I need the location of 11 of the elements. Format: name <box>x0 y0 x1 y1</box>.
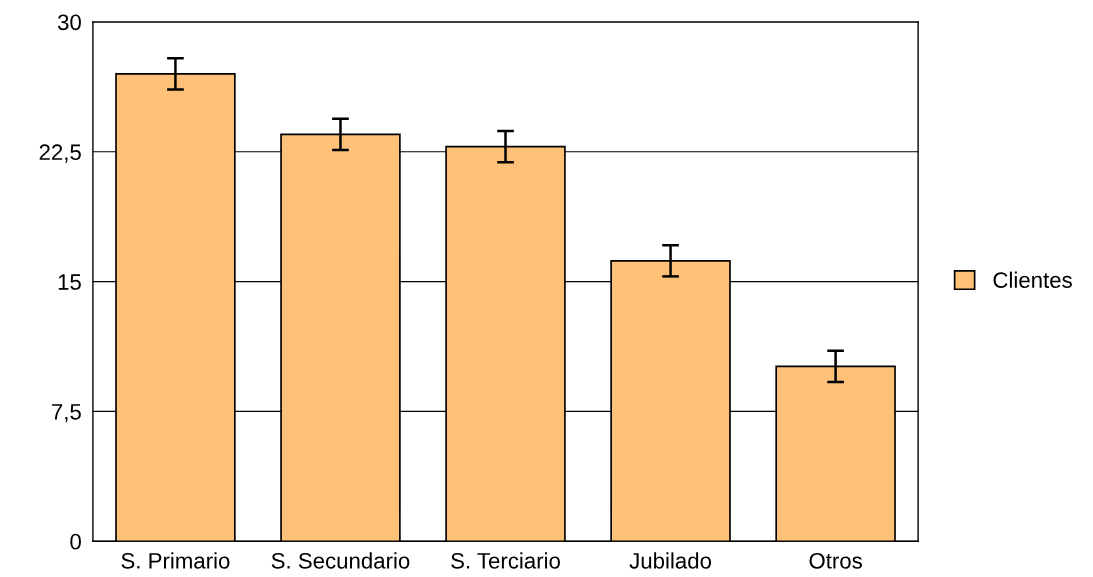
x-tick-label: S. Terciario <box>451 552 560 569</box>
legend-label: Clientes <box>993 271 1072 288</box>
x-tick-label: Jubilado <box>629 552 712 569</box>
y-tick-label: 30 <box>57 14 81 31</box>
x-tick-label: S. Secundario <box>271 552 410 569</box>
y-tick-label: 0 <box>70 533 81 550</box>
y-tick-label: 15 <box>58 274 81 290</box>
x-tick-label: S. Primario <box>121 552 230 569</box>
y-tick-label: 22,5 <box>39 144 81 163</box>
y-tick-label: 7,5 <box>52 404 81 423</box>
x-tick-label: Otros <box>809 552 862 569</box>
